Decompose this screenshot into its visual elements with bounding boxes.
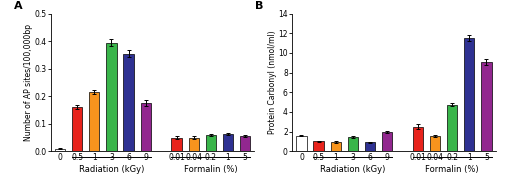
Bar <box>463 38 474 151</box>
Text: Formalin (%): Formalin (%) <box>184 165 237 174</box>
Y-axis label: Number of AP sites/100,000bp: Number of AP sites/100,000bp <box>24 24 33 141</box>
Bar <box>72 107 82 151</box>
Bar <box>188 138 198 151</box>
Text: A: A <box>14 1 23 11</box>
Text: Formalin (%): Formalin (%) <box>425 165 478 174</box>
Bar <box>412 127 422 151</box>
Bar <box>106 42 116 151</box>
Bar <box>296 136 306 151</box>
Bar <box>55 149 65 151</box>
Bar <box>89 92 99 151</box>
Bar <box>313 141 323 151</box>
Bar <box>330 142 340 151</box>
Bar <box>239 136 249 151</box>
Bar <box>222 134 233 151</box>
Text: Radiation (kGy): Radiation (kGy) <box>320 165 385 174</box>
Bar <box>347 137 357 151</box>
Text: Radiation (kGy): Radiation (kGy) <box>79 165 144 174</box>
Bar <box>364 142 374 151</box>
Bar <box>429 136 439 151</box>
Bar <box>480 62 491 151</box>
Text: B: B <box>255 1 263 11</box>
Bar <box>140 103 150 151</box>
Y-axis label: Protein Carbonyl (nmol/ml): Protein Carbonyl (nmol/ml) <box>267 31 276 134</box>
Bar <box>446 105 457 151</box>
Bar <box>205 135 216 151</box>
Bar <box>171 138 181 151</box>
Bar <box>381 132 391 151</box>
Bar <box>123 54 133 151</box>
